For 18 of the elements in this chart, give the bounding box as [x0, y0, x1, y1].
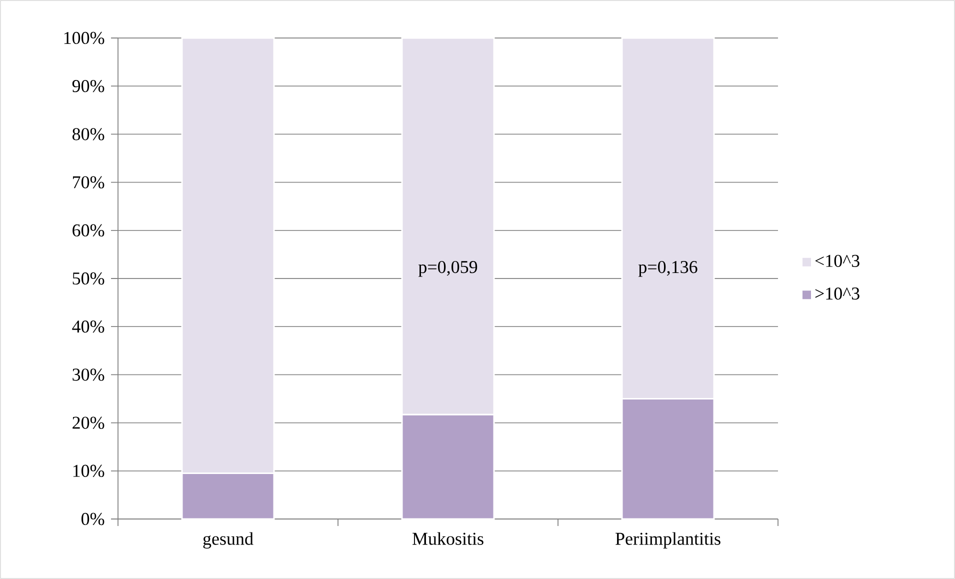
legend-label: <10^3 — [815, 254, 860, 267]
legend-label: >10^3 — [815, 287, 860, 300]
y-tick-label: 0% — [81, 512, 104, 526]
y-tick-label: 60% — [72, 224, 104, 236]
y-tick-label: 80% — [72, 128, 104, 140]
annotation: p=0,059 — [418, 260, 478, 277]
annotation: p=0,136 — [638, 260, 698, 277]
y-tick-label: 40% — [72, 320, 104, 333]
x-tick-label: Mukositis — [412, 532, 484, 545]
x-tick-label: Periimplantitis — [616, 532, 720, 549]
y-tick-label: 10% — [73, 464, 104, 477]
y-tick-label: 100% — [64, 32, 104, 44]
y-tick-label: 90% — [72, 80, 104, 92]
y-tick-label: 20% — [72, 416, 104, 429]
y-tick-label: 50% — [72, 272, 104, 285]
x-tick-label: gesund — [203, 532, 254, 549]
y-tick-label: 70% — [72, 176, 104, 188]
y-tick-label: 30% — [72, 368, 104, 381]
